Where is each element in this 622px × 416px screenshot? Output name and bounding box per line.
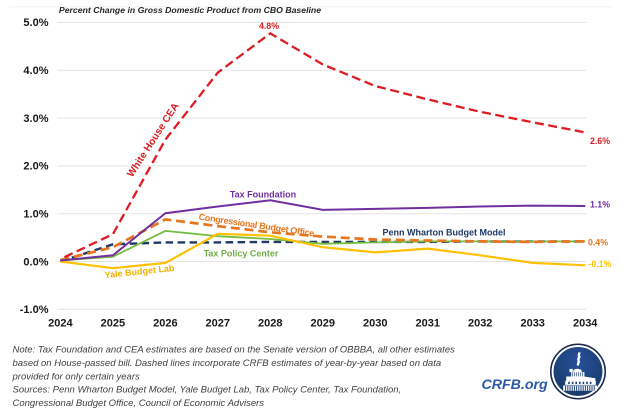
svg-text:1.0%: 1.0% [23, 209, 48, 221]
svg-text:2028: 2028 [258, 318, 282, 330]
svg-text:2024: 2024 [48, 318, 73, 330]
svg-text:CRFB.org: CRFB.org [482, 377, 549, 393]
svg-text:4.0%: 4.0% [23, 65, 48, 77]
svg-text:2029: 2029 [311, 318, 335, 330]
svg-text:3.0%: 3.0% [23, 113, 48, 125]
svg-text:Penn Wharton Budget Model: Penn Wharton Budget Model [383, 227, 506, 237]
svg-text:2030: 2030 [363, 318, 387, 330]
svg-text:4.8%: 4.8% [259, 21, 279, 31]
svg-text:Percent Change in Gross Domest: Percent Change in Gross Domestic Product… [59, 5, 321, 15]
svg-text:5.0%: 5.0% [23, 17, 48, 29]
svg-text:1.1%: 1.1% [590, 200, 610, 210]
svg-text:0.4%: 0.4% [588, 237, 608, 247]
svg-text:Congressional Budget Office, C: Congressional Budget Office, Council of … [13, 398, 265, 409]
svg-text:based on House-passed bill. Da: based on House-passed bill. Dashed lines… [13, 358, 442, 369]
svg-text:2.6%: 2.6% [590, 136, 610, 146]
svg-text:0.0%: 0.0% [23, 256, 48, 268]
svg-text:2031: 2031 [416, 318, 440, 330]
svg-text:Sources: Penn Wharton Budget M: Sources: Penn Wharton Budget Model, Yale… [13, 385, 402, 396]
svg-text:2034: 2034 [573, 318, 598, 330]
svg-text:2025: 2025 [101, 318, 125, 330]
svg-text:2027: 2027 [206, 318, 230, 330]
svg-text:2033: 2033 [520, 318, 544, 330]
svg-text:provided for only certain year: provided for only certain years [12, 371, 141, 382]
svg-text:2026: 2026 [153, 318, 177, 330]
svg-text:-1.0%: -1.0% [20, 304, 49, 316]
svg-text:Note: Tax Foundation and CEA e: Note: Tax Foundation and CEA estimates a… [13, 345, 456, 356]
svg-text:Tax Foundation: Tax Foundation [230, 190, 296, 200]
svg-text:-0.1%: -0.1% [589, 259, 612, 269]
svg-text:Tax Policy Center: Tax Policy Center [204, 249, 279, 259]
svg-text:2032: 2032 [468, 318, 492, 330]
svg-text:2.0%: 2.0% [23, 161, 48, 173]
